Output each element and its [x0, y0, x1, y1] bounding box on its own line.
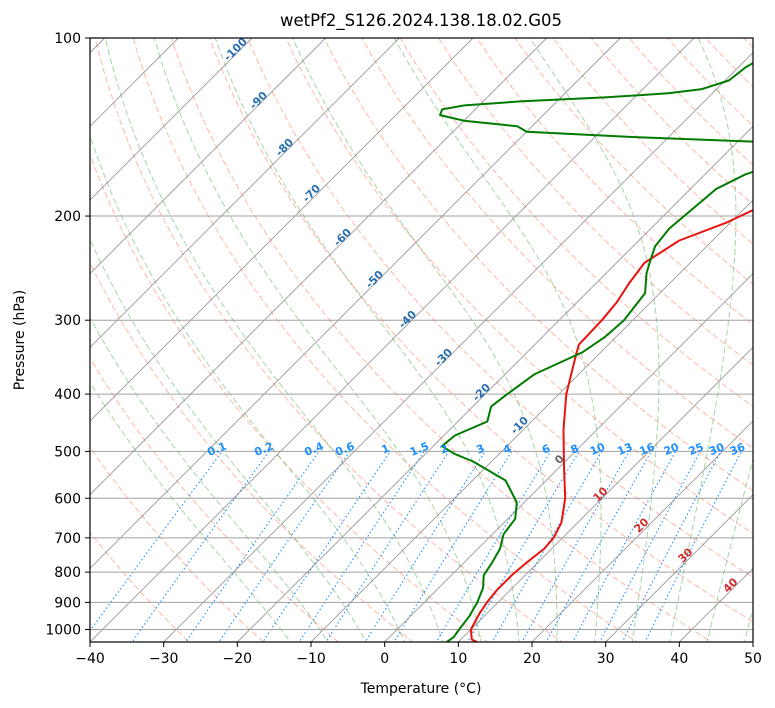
isotherm-line [531, 420, 753, 642]
dry-adiabat-line [170, 38, 713, 642]
x-tick-label: 40 [670, 651, 688, 667]
chart-title: wetPf2_S126.2024.138.18.02.G05 [280, 11, 562, 31]
x-tick-label: 50 [744, 651, 762, 667]
dry-adiabat-line [476, 38, 753, 326]
mixing-ratio-line [131, 451, 270, 642]
x-tick-label: −20 [223, 651, 253, 667]
y-tick-label: 200 [54, 209, 81, 225]
mixing-ratio-label: 30 [707, 440, 726, 458]
mixing-ratio-line [218, 451, 351, 642]
dry-adiabats [90, 38, 753, 642]
x-tick-label: 0 [380, 651, 389, 667]
dry-adiabat-line [361, 38, 753, 449]
y-axis-title: Pressure (hPa) [12, 290, 28, 390]
mixing-ratio-label: 8 [569, 442, 581, 457]
profile-series [439, 62, 753, 642]
isotherm-line [90, 38, 547, 496]
mixing-ratio-line [185, 451, 320, 642]
mixing-ratio-line [298, 451, 425, 642]
dry-adiabat-line [90, 153, 489, 642]
mixing-ratio-label: 20 [662, 440, 681, 458]
isotherm-line [605, 494, 753, 642]
mixing-ratio-label: 10 [588, 440, 607, 458]
isotherm-line [384, 273, 753, 642]
mixing-ratio-line [644, 451, 742, 642]
dry-adiabat-line [285, 38, 753, 535]
y-axis: 100 200 300 400 500 600 700 800 900 1000 [45, 31, 90, 638]
dry-adiabat-line [132, 38, 638, 642]
isotherm-line [90, 38, 474, 422]
isobars [90, 38, 753, 630]
x-axis: −40 −30 −20 −10 0 10 20 30 40 50 [75, 642, 762, 667]
dry-adiabat-line [247, 38, 753, 578]
isotherm-line [90, 38, 326, 275]
mixing-ratio-line [262, 451, 391, 642]
temperature-line [469, 209, 753, 642]
mixing-ratio-label: 36 [728, 440, 747, 458]
mixing-ratio-line [325, 451, 450, 642]
y-tick-label: 900 [54, 595, 81, 611]
isotherm-line [90, 38, 621, 569]
dry-adiabat-line [514, 38, 753, 285]
isotherm-line [90, 38, 400, 348]
dewpoint-line [439, 62, 753, 642]
mixing-ratio-line [491, 451, 603, 642]
mixing-ratio-label: 13 [615, 440, 634, 458]
isotherm-line [458, 346, 753, 642]
y-tick-label: 700 [54, 531, 81, 547]
dry-adiabat-line [399, 38, 753, 408]
dry-adiabat-line [208, 38, 753, 623]
dry-adiabat-line [90, 446, 265, 642]
isotherm-line [90, 38, 253, 201]
y-tick-label: 800 [54, 565, 81, 581]
dry-adiabat-line [90, 261, 414, 642]
y-tick-label: 1000 [45, 622, 81, 638]
dry-adiabat-line [323, 38, 753, 492]
y-tick-label: 100 [54, 31, 81, 47]
mixing-ratio-line [621, 451, 722, 642]
dry-adiabat-line [94, 38, 564, 642]
x-tick-label: 20 [523, 651, 541, 667]
x-tick-label: 10 [449, 651, 467, 667]
mixing-ratio-line [90, 451, 223, 632]
moist-adiabat-line [214, 38, 520, 642]
plot-area [90, 38, 753, 642]
isotherm-line [310, 199, 753, 642]
y-tick-label: 600 [54, 491, 81, 507]
isotherms [90, 38, 753, 642]
mixing-ratio-label: 16 [638, 440, 657, 458]
isotherm-line [90, 38, 695, 642]
mixing-ratio-line [545, 451, 652, 642]
mixing-ratio-label: 1 [380, 442, 392, 457]
mixing-ratio-label: 2 [438, 442, 450, 457]
y-tick-label: 400 [54, 387, 81, 403]
mixing-ratio-lines [90, 451, 742, 642]
x-tick-label: −40 [75, 651, 105, 667]
mixing-ratio-line [435, 451, 552, 642]
mixing-ratio-line [466, 451, 580, 642]
dry-adiabat-line [437, 38, 753, 366]
x-axis-title: Temperature (°C) [360, 681, 482, 697]
x-tick-label: 30 [597, 651, 615, 667]
plot-frame [89, 37, 754, 643]
isotherm-line [237, 125, 753, 642]
mixing-ratio-line [521, 451, 630, 642]
y-tick-label: 500 [54, 444, 81, 460]
y-tick-label: 300 [54, 313, 81, 329]
x-tick-label: −30 [149, 651, 179, 667]
dry-adiabat-line [552, 38, 753, 245]
x-tick-label: −10 [296, 651, 326, 667]
mixing-ratio-label: 3 [475, 442, 487, 457]
dry-adiabat-line [90, 357, 340, 642]
mixing-ratio-label: 25 [687, 440, 706, 458]
